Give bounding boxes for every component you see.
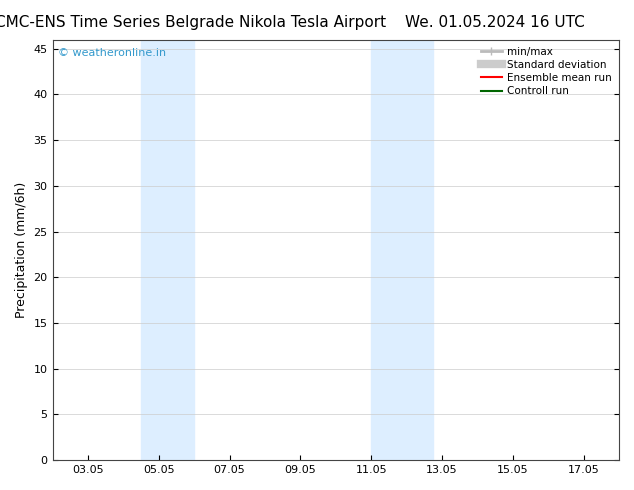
Bar (371, 40, 433, 460)
Bar (141, 40, 194, 460)
Text: We. 01.05.2024 16 UTC: We. 01.05.2024 16 UTC (404, 15, 585, 30)
Legend: min/max, Standard deviation, Ensemble mean run, Controll run: min/max, Standard deviation, Ensemble me… (477, 43, 616, 100)
Text: © weatheronline.in: © weatheronline.in (58, 48, 166, 58)
Text: CMC-ENS Time Series Belgrade Nikola Tesla Airport: CMC-ENS Time Series Belgrade Nikola Tesl… (0, 15, 385, 30)
Y-axis label: Precipitation (mm/6h): Precipitation (mm/6h) (15, 182, 28, 318)
